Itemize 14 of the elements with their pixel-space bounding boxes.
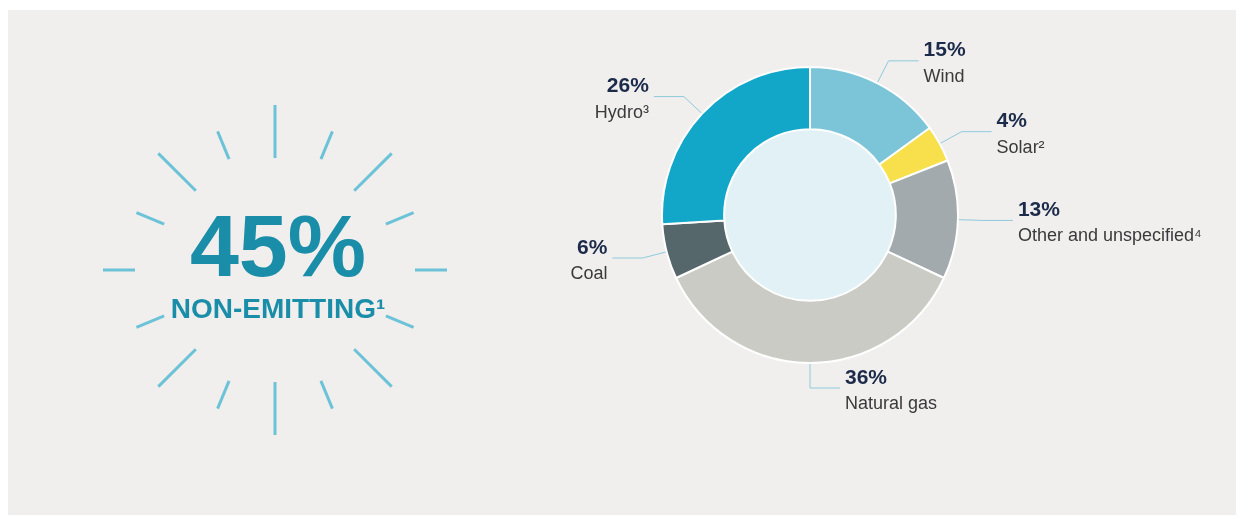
text: 45% [188,196,368,295]
data-label: 6% [577,234,608,258]
slice-label: Hydro³ [594,101,649,122]
data-label: 26% [606,73,650,97]
data-label: 4% [996,108,1028,132]
slice-label: Solar² [996,136,1045,157]
slice-label: Natural gas [845,393,938,413]
data-label: 13% [1017,196,1061,220]
slice-label: Coal [570,263,608,284]
slice-label: Other and unspecified⁴ [1017,225,1202,246]
slice-label: Wind [923,65,965,86]
data-label: 36% [845,364,888,388]
text: NON-EMITTING¹ [169,292,387,326]
data-label: 15% [923,37,966,61]
